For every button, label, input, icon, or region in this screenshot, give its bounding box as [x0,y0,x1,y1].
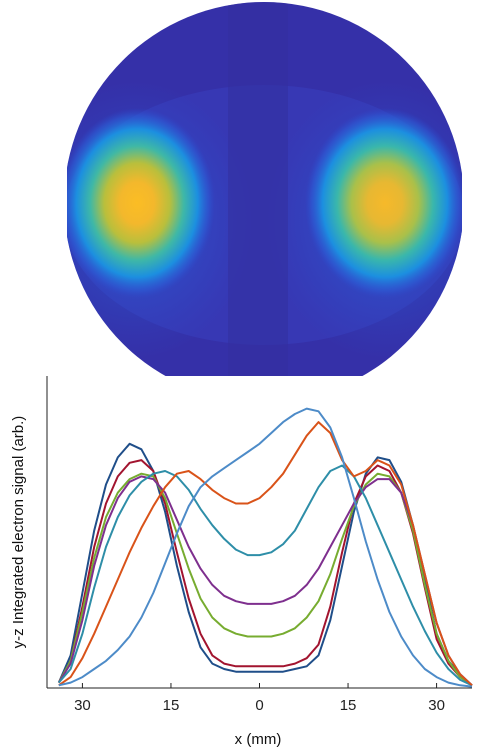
plot-area [47,376,472,688]
right-hotspot [305,108,464,298]
left-hotspot [64,108,215,298]
series-line-7 [58,407,473,688]
x-tick-label: 0 [255,697,263,714]
x-tick-label: 30 [428,697,445,714]
x-tick-label: 15 [163,697,180,714]
series-line-6 [58,421,473,687]
center-gap [228,2,288,402]
x-tick-label: 30 [74,697,91,714]
detector-edge-cut-left [60,0,67,420]
detector-edge-cut-right [462,0,472,420]
x-axis-label: x (mm) [235,731,282,748]
y-axis-label: y-z Integrated electron signal (arb.) [10,416,27,649]
x-ticks: 30 15 0 15 30 [74,683,445,714]
line-plot: 30 15 0 15 30 x (mm) y-z Integrated electron… [10,376,473,748]
x-tick-label: 15 [340,697,357,714]
detector-heatmap [60,0,472,420]
series-line-5 [58,464,473,687]
series-group [57,407,473,688]
series-line-4 [57,475,473,687]
